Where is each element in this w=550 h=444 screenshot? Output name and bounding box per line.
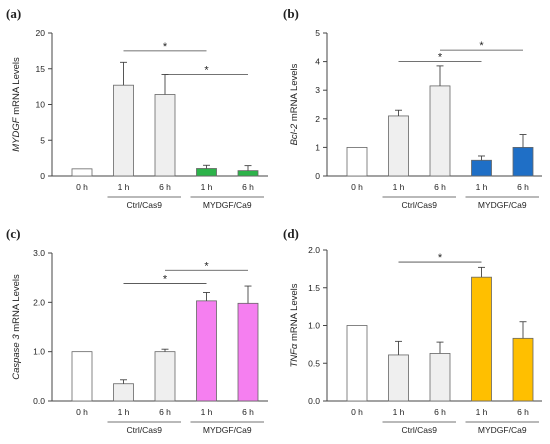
y-axis-label: Bcl-2 mRNA Levels [289,63,300,145]
y-tick-label: 2 [315,114,320,124]
y-axis-label-text: mRNA Levels [11,274,22,334]
group-label: Ctrl/Cas9 [127,200,163,210]
panel-label: (a) [6,6,21,21]
y-tick-label: 5 [40,135,45,145]
bar [71,351,93,402]
significance-star: * [438,252,443,264]
significance-star: * [204,64,209,76]
bar [471,159,492,177]
y-axis-label-text: mRNA Levels [289,283,300,343]
x-tick-label: 1 h [476,182,488,192]
x-tick-label: 6 h [517,407,529,417]
y-tick-label: 0.5 [308,358,320,368]
group-label: MYDGF/Ca9 [203,425,252,435]
bar [113,383,134,402]
x-tick-label: 0 h [76,407,88,417]
significance-star: * [163,41,168,53]
y-tick-label: 1.0 [33,347,45,357]
chart-panel-a: (a) 0 5 10 15 20 MYDGF mRNA Levels 0 h 1 h 6 h 1 h… [6,6,268,210]
y-tick-label: 1.5 [308,283,320,293]
group-label: MYDGF/Ca9 [478,425,527,435]
x-tick-label: 1 h [201,182,213,192]
bar [471,276,492,402]
bar [113,84,134,177]
significance-star: * [479,40,484,52]
chart-panel-b: (b) 0 1 2 3 4 5 Bcl-2 mRNA Levels 0 h 1 h 6 h 1 h 6 … [283,6,542,210]
x-tick-label: 1 h [476,407,488,417]
x-tick-label: 0 h [351,182,363,192]
significance-star: * [163,274,168,286]
x-tick-label: 1 h [393,407,405,417]
y-axis-label: Caspase 3 mRNA Levels [11,274,22,380]
group-label: MYDGF/Ca9 [478,200,527,210]
bar [154,94,176,177]
bar [237,170,259,177]
y-tick-label: 1.0 [308,321,320,331]
y-tick-label: 0.0 [308,396,320,406]
x-tick-label: 1 h [201,407,213,417]
x-tick-label: 0 h [351,407,363,417]
significance-star: * [438,52,443,64]
y-tick-label: 10 [36,100,46,110]
y-tick-label: 5 [315,28,320,38]
y-axis-label-gene: Caspase 3 [11,334,22,380]
y-axis-label: TNFα mRNA Levels [289,283,300,367]
bar [429,353,451,402]
group-label: Ctrl/Cas9 [402,200,438,210]
x-tick-label: 0 h [76,182,88,192]
x-tick-label: 6 h [159,182,171,192]
group-label: Ctrl/Cas9 [127,425,163,435]
group-label: MYDGF/Ca9 [203,200,252,210]
y-tick-label: 0 [40,171,45,181]
panel-label: (b) [283,6,299,21]
x-tick-label: 6 h [242,407,254,417]
chart-panel-d: (d) 0.0 0.5 1.0 1.5 2.0 TNFα mRNA Levels 0 h 1 h… [283,226,542,435]
y-tick-label: 1 [315,142,320,152]
x-tick-label: 1 h [118,182,130,192]
panel-label: (d) [283,226,299,241]
x-tick-label: 6 h [434,407,446,417]
y-tick-label: 0 [315,171,320,181]
x-tick-label: 6 h [434,182,446,192]
bar [388,115,409,177]
y-axis-label: MYDGF mRNA Levels [11,57,22,152]
y-axis-label-text: mRNA Levels [11,57,22,117]
y-tick-label: 20 [36,28,46,38]
significance-star: * [204,260,209,272]
y-tick-label: 15 [36,64,46,74]
y-tick-label: 3.0 [33,248,45,258]
x-tick-label: 6 h [517,182,529,192]
x-tick-label: 1 h [393,182,405,192]
y-tick-label: 0.0 [33,396,45,406]
bar [196,168,217,177]
x-tick-label: 6 h [242,182,254,192]
bar [512,337,534,402]
y-axis-label-gene: Bcl-2 [289,123,300,145]
bar [196,300,217,402]
bar [388,354,409,402]
y-axis-label-text: mRNA Levels [289,63,300,123]
chart-panel-c: (c) 0.0 1.0 2.0 3.0 Caspase 3 mRNA Levels 0 h 1… [6,226,268,435]
y-tick-label: 2.0 [308,245,320,255]
bar [71,168,93,177]
bar [346,146,368,177]
bar [154,351,176,402]
bar [237,302,259,402]
panel-label: (c) [6,226,20,241]
bar [512,146,534,177]
x-tick-label: 6 h [159,407,171,417]
group-label: Ctrl/Cas9 [402,425,438,435]
y-tick-label: 4 [315,57,320,67]
bar [429,85,451,177]
y-tick-label: 3 [315,85,320,95]
y-axis-label-gene: TNFα [289,343,300,367]
y-axis-label-gene: MYDGF [11,116,22,152]
bar [346,325,368,402]
y-tick-label: 2.0 [33,297,45,307]
x-tick-label: 1 h [118,407,130,417]
